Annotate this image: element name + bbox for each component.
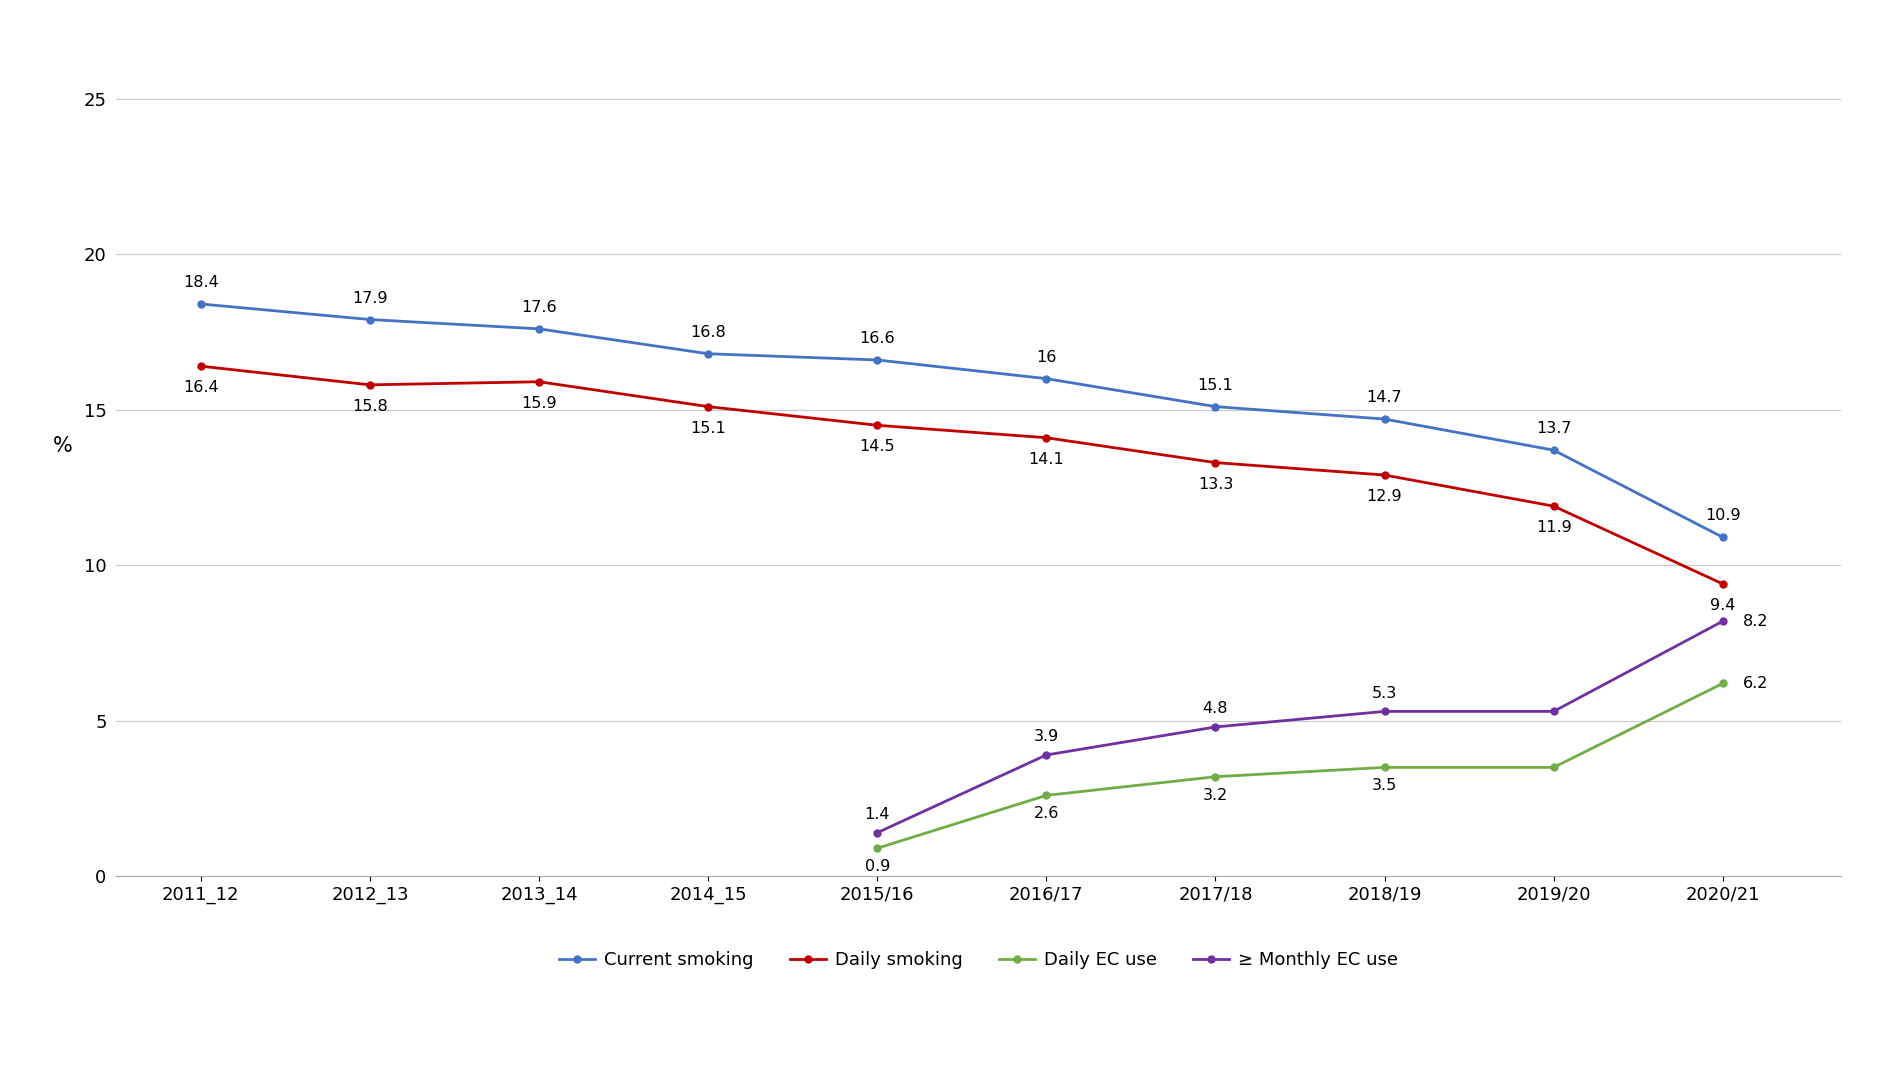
Text: 14.7: 14.7 (1367, 391, 1402, 405)
≥ Monthly EC use (1712, 614, 1735, 627)
≥ Monthly EC use (1205, 721, 1227, 734)
Daily EC use (1034, 789, 1057, 802)
Text: 16.6: 16.6 (860, 331, 896, 346)
Text: 15.1: 15.1 (689, 421, 725, 436)
Daily EC use (1205, 770, 1227, 783)
Daily smoking (866, 419, 888, 431)
Current smoking (1712, 530, 1735, 543)
Current smoking (189, 298, 212, 311)
Current smoking (697, 348, 720, 360)
Text: 3.5: 3.5 (1371, 778, 1398, 793)
Text: 11.9: 11.9 (1536, 520, 1572, 535)
Daily smoking (189, 359, 212, 372)
Current smoking (1034, 372, 1057, 385)
Text: 15.8: 15.8 (352, 399, 388, 414)
Daily EC use (1712, 677, 1735, 690)
Text: 16.8: 16.8 (689, 325, 725, 340)
Text: 6.2: 6.2 (1742, 676, 1769, 691)
Text: 16: 16 (1036, 350, 1057, 365)
Text: 2.6: 2.6 (1034, 806, 1059, 821)
Daily smoking (1205, 456, 1227, 469)
Daily smoking (528, 376, 551, 388)
Current smoking (866, 354, 888, 367)
Current smoking (358, 313, 381, 326)
≥ Monthly EC use (1542, 705, 1564, 718)
Daily EC use (1542, 761, 1564, 774)
Daily smoking (1034, 431, 1057, 444)
Text: 1.4: 1.4 (864, 807, 890, 822)
Text: 17.6: 17.6 (521, 300, 557, 315)
Text: 16.4: 16.4 (184, 380, 218, 395)
Daily smoking (697, 400, 720, 413)
Text: 15.1: 15.1 (1197, 378, 1233, 393)
≥ Monthly EC use (1034, 749, 1057, 762)
Daily smoking (1542, 499, 1564, 512)
Text: 3.9: 3.9 (1034, 730, 1059, 745)
Daily EC use (866, 841, 888, 854)
Text: 9.4: 9.4 (1710, 598, 1735, 613)
Text: 14.5: 14.5 (860, 439, 896, 454)
Text: 13.3: 13.3 (1197, 477, 1233, 492)
≥ Monthly EC use (866, 826, 888, 839)
Daily EC use (1373, 761, 1396, 774)
Text: 13.7: 13.7 (1536, 421, 1572, 436)
Text: 0.9: 0.9 (864, 859, 890, 874)
Current smoking (1205, 400, 1227, 413)
Y-axis label: %: % (53, 437, 72, 456)
Line: Daily EC use: Daily EC use (873, 680, 1725, 852)
Text: 18.4: 18.4 (184, 275, 218, 291)
Legend: Current smoking, Daily smoking, Daily EC use, ≥ Monthly EC use: Current smoking, Daily smoking, Daily EC… (551, 944, 1405, 976)
Text: 14.1: 14.1 (1028, 452, 1064, 467)
Daily smoking (358, 379, 381, 392)
Current smoking (528, 323, 551, 336)
Line: ≥ Monthly EC use: ≥ Monthly EC use (873, 618, 1725, 836)
Text: 5.3: 5.3 (1371, 685, 1398, 700)
Text: 15.9: 15.9 (521, 396, 557, 411)
Text: 12.9: 12.9 (1367, 489, 1402, 504)
Text: 3.2: 3.2 (1203, 788, 1227, 803)
Current smoking (1373, 412, 1396, 425)
≥ Monthly EC use (1373, 705, 1396, 718)
Text: 17.9: 17.9 (352, 291, 388, 306)
Text: 8.2: 8.2 (1742, 613, 1769, 628)
Line: Current smoking: Current smoking (197, 300, 1725, 541)
Current smoking (1542, 443, 1564, 456)
Daily smoking (1373, 468, 1396, 481)
Text: 4.8: 4.8 (1203, 702, 1227, 716)
Daily smoking (1712, 578, 1735, 591)
Line: Daily smoking: Daily smoking (197, 363, 1725, 587)
Text: 10.9: 10.9 (1705, 508, 1741, 523)
